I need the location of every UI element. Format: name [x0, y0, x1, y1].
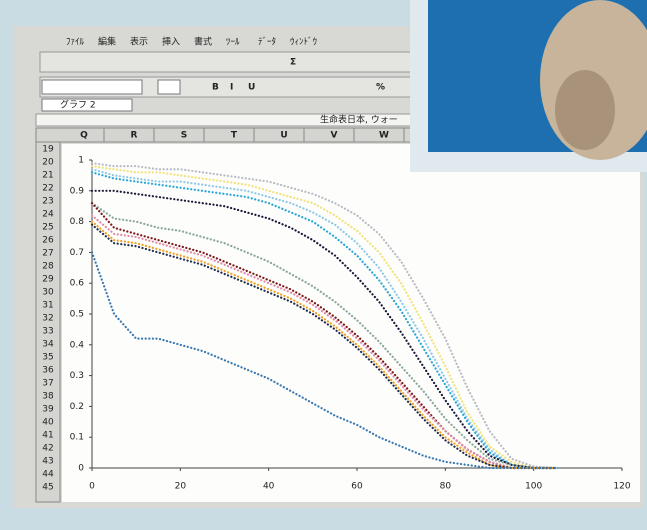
x-tick-label: 80 [440, 482, 452, 492]
y-tick-label: 0.3 [70, 371, 84, 381]
column-label: W [379, 131, 389, 141]
y-tick-label: 0 [78, 464, 84, 474]
page: グラフ 2 生命表日本, ウォー ﾌｧｲﾙ 編集 表示 挿入 書式 ﾂｰﾙ ﾃﾞｰﾀ ｳｨﾝﾄ… [0, 0, 647, 526]
row-label: 28 [42, 262, 54, 272]
y-tick-label: 0.1 [70, 433, 84, 443]
x-tick-label: 0 [89, 482, 95, 492]
menu-item: 編集 [98, 36, 116, 48]
row-label: 31 [42, 301, 53, 311]
row-label: 41 [42, 431, 53, 441]
menu-item: 書式 [194, 36, 212, 48]
row-label: 26 [42, 236, 54, 246]
row-label: 33 [42, 327, 53, 337]
row-label: 25 [42, 223, 53, 233]
x-tick-label: 40 [263, 482, 275, 492]
column-label: S [181, 131, 187, 141]
row-label: 40 [42, 418, 54, 428]
column-label: R [131, 131, 138, 141]
x-tick-label: 120 [613, 482, 630, 492]
y-tick-label: 1 [78, 156, 84, 166]
menu-item: ﾃﾞｰﾀ [258, 37, 276, 48]
font-box[interactable] [42, 80, 142, 94]
menu-item: ﾂｰﾙ [226, 38, 240, 48]
menu-item: ﾌｧｲﾙ [66, 38, 85, 48]
row-label: 27 [42, 249, 53, 259]
menu-item: 表示 [130, 36, 148, 48]
row-label: 43 [42, 457, 53, 467]
size-box[interactable] [158, 80, 180, 94]
screen: グラフ 2 生命表日本, ウォー ﾌｧｲﾙ 編集 表示 挿入 書式 ﾂｰﾙ ﾃﾞｰﾀ ｳｨﾝﾄ… [0, 0, 647, 526]
row-label: 45 [42, 483, 53, 493]
y-tick-label: 0.7 [70, 248, 84, 258]
row-label: 36 [42, 366, 54, 376]
window-title: 生命表日本, ウォー [320, 114, 398, 126]
name-box-text: グラフ 2 [60, 99, 96, 111]
toolbar-label: Σ [290, 58, 296, 68]
row-label: 24 [42, 210, 54, 220]
y-tick-label: 0.9 [70, 186, 85, 196]
column-label: T [231, 131, 238, 141]
y-tick-label: 0.5 [70, 310, 84, 320]
toolbar-label: B [212, 83, 219, 93]
column-label: U [280, 131, 287, 141]
y-tick-label: 0.6 [70, 279, 85, 289]
menu-item: 挿入 [162, 36, 180, 48]
column-label: Q [80, 131, 88, 141]
row-label: 23 [42, 197, 53, 207]
row-label: 34 [42, 340, 54, 350]
x-tick-label: 20 [175, 482, 187, 492]
row-label: 44 [42, 470, 54, 480]
row-label: 38 [42, 392, 54, 402]
y-tick-label: 0.2 [70, 402, 84, 412]
chart-area [62, 144, 640, 502]
row-label: 39 [42, 405, 54, 415]
row-label: 21 [42, 171, 53, 181]
row-label: 29 [42, 275, 54, 285]
row-label: 42 [42, 444, 53, 454]
row-label: 35 [42, 353, 53, 363]
x-tick-label: 100 [525, 482, 542, 492]
toolbar-label: I [230, 83, 233, 93]
row-label: 37 [42, 379, 53, 389]
row-label: 19 [42, 145, 54, 155]
column-label: V [331, 131, 338, 141]
row-label: 30 [42, 288, 54, 298]
x-tick-label: 60 [351, 482, 363, 492]
row-label: 20 [42, 158, 54, 168]
y-tick-label: 0.8 [70, 217, 85, 227]
row-label: 32 [42, 314, 53, 324]
toolbar-label: U [248, 83, 255, 93]
y-tick-label: 0.4 [70, 340, 85, 350]
menu-item: ｳｨﾝﾄﾞｳ [290, 37, 318, 48]
statue-shade [555, 70, 615, 150]
toolbar-label: % [376, 83, 385, 93]
row-label: 22 [42, 184, 53, 194]
